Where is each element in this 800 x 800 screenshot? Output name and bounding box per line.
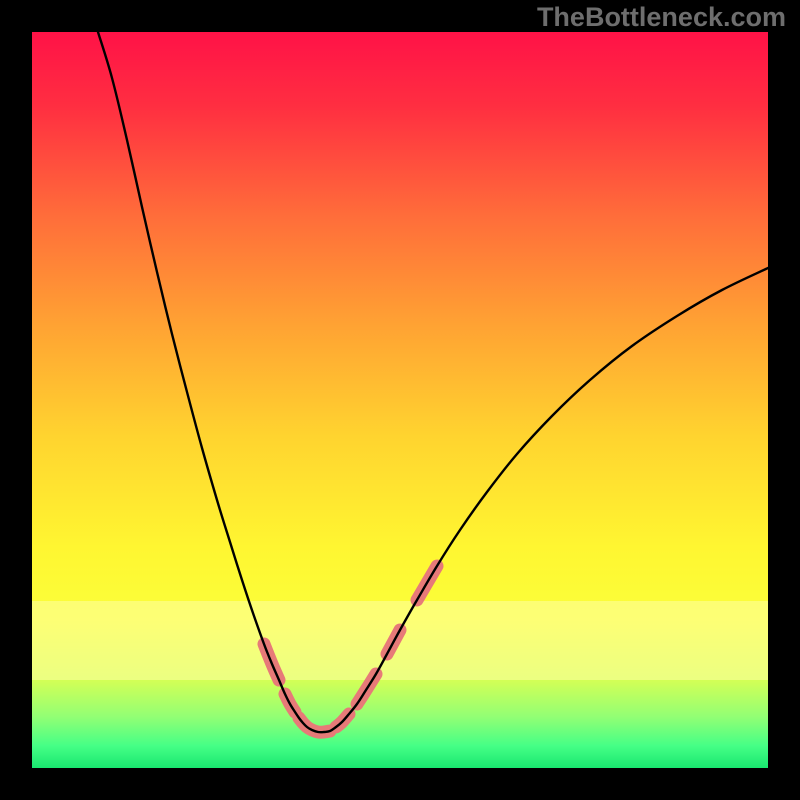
watermark-text: TheBottleneck.com [537, 2, 786, 33]
plot-area [32, 32, 768, 768]
chart-svg [32, 32, 768, 768]
